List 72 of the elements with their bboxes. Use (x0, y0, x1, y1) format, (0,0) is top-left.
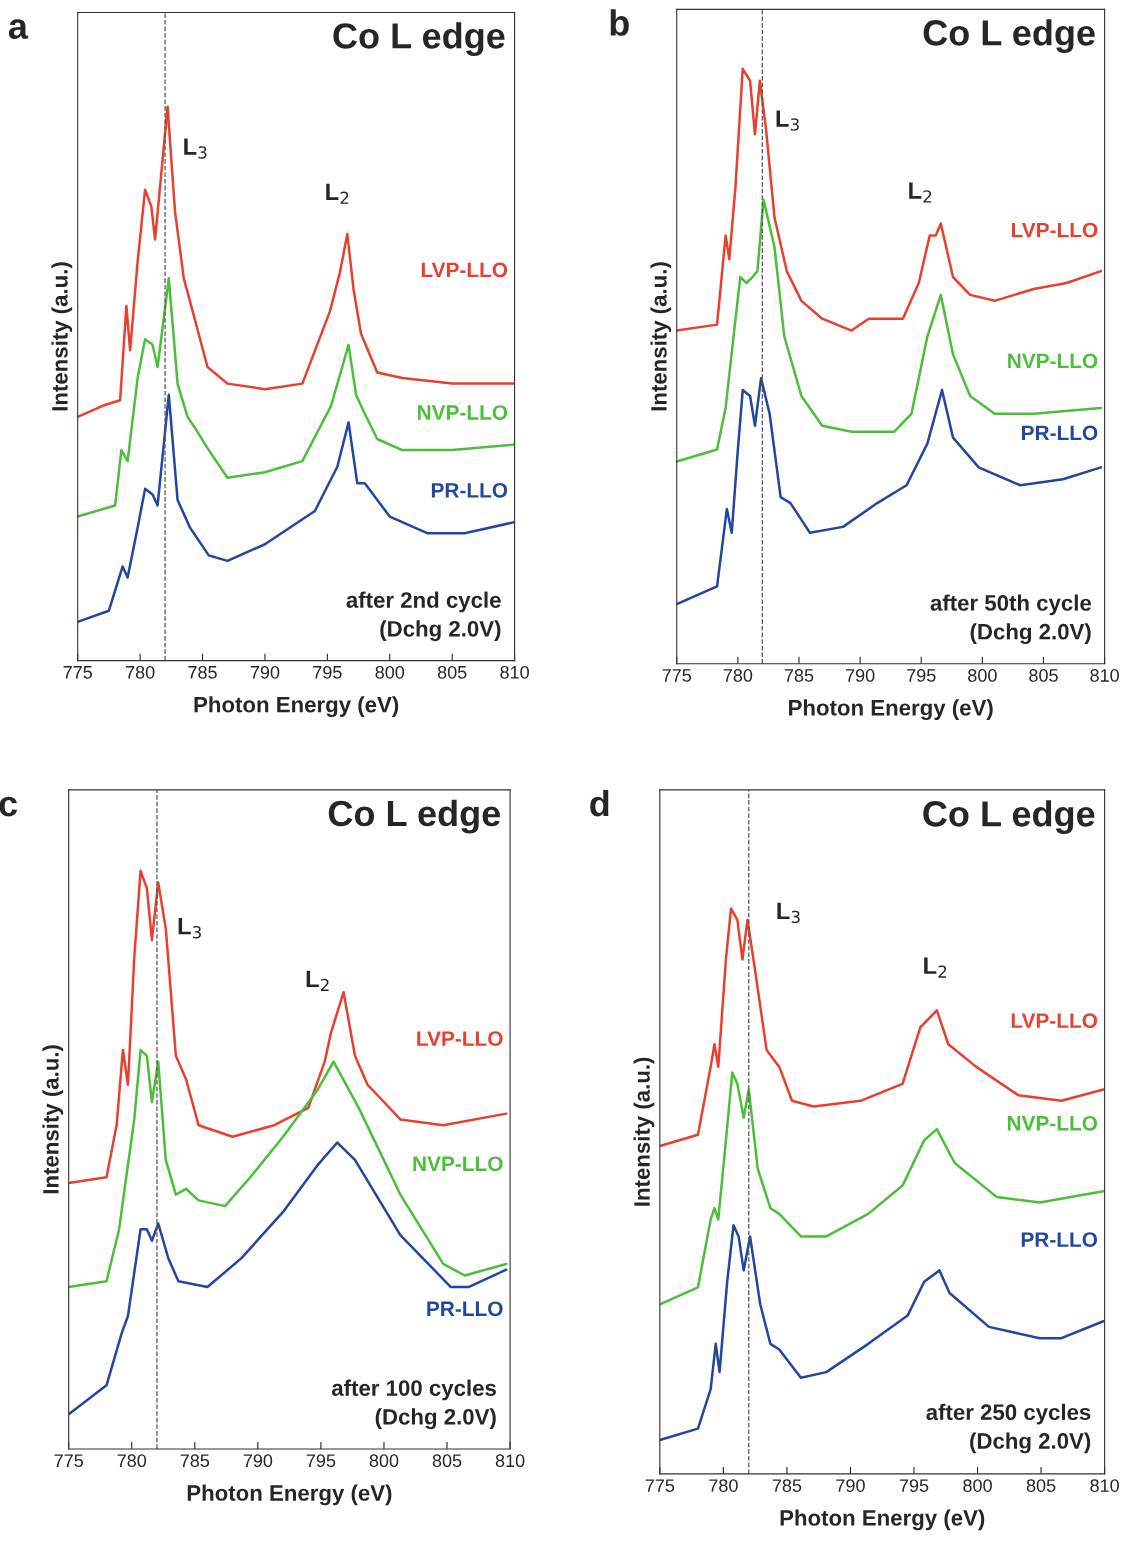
text: c (0, 796, 18, 817)
x-tick-label: 810 (495, 1454, 525, 1468)
y-axis-title: Intensity (a.u.) (42, 1045, 64, 1194)
x-tick-label: 785 (188, 665, 217, 679)
y-axis-title: Intensity (a.u.) (51, 262, 73, 411)
x-tick-label: 785 (784, 669, 814, 682)
x-tick-label: 785 (180, 1454, 210, 1468)
annotation: L$_{3}$ (777, 902, 800, 924)
x-axis-title: Photon Energy (eV) (187, 1484, 392, 1506)
x-tick-label: 780 (125, 665, 155, 679)
x-tick-label: 800 (375, 665, 405, 679)
chart-title: Co L edge (328, 799, 501, 834)
series-label: NVP-LLO (417, 405, 508, 420)
text: d (590, 789, 609, 817)
x-axis-title: Photon Energy (eV) (194, 696, 399, 717)
series-label: LVP-LLO (1012, 222, 1098, 238)
x-axis-title: Photon Energy (eV) (780, 1509, 985, 1531)
x-tick-label: 790 (243, 1454, 273, 1468)
text: b (610, 9, 629, 36)
chart-title: Co L edge (923, 800, 1095, 834)
x-tick-label: 810 (1090, 669, 1119, 682)
annotation: L$_{2}$ (306, 970, 329, 991)
series-label: PR-LLO (427, 1301, 503, 1317)
annotation: L$_{2}$ (909, 182, 932, 203)
x-tick-label: 780 (709, 1479, 738, 1492)
text: a (8, 19, 29, 39)
text: PR-LLO (1021, 1232, 1098, 1247)
x-axis-title: Photon Energy (eV) (789, 699, 993, 721)
x-tick-label: 795 (899, 1479, 929, 1492)
annotation: after 2nd cycle (Dchg 2.0V) (346, 591, 501, 642)
x-tick-label: 795 (306, 1454, 336, 1468)
x-tick-label: 780 (723, 669, 753, 682)
x-tick-label: 780 (117, 1454, 147, 1468)
text: LVP-LLO (1011, 1013, 1098, 1029)
text: NVP-LLO (1007, 1115, 1098, 1131)
x-tick-label: 800 (963, 1479, 992, 1492)
annotation: L$_{2}$ (326, 183, 349, 204)
series-label: NVP-LLO (413, 1156, 503, 1172)
x-tick-label: 795 (907, 669, 936, 682)
x-tick-label: 775 (645, 1479, 675, 1492)
chart-title: Co L edge (333, 22, 505, 57)
annotation: L$_{3}$ (184, 138, 207, 159)
x-tick-label: 810 (1090, 1479, 1119, 1492)
series-label: PR-LLO (431, 482, 508, 498)
series-label: PR-LLO (1022, 425, 1098, 441)
series-label: NVP-LLO (1008, 353, 1098, 369)
x-tick-label: 785 (772, 1479, 802, 1492)
x-tick-label: 800 (968, 669, 997, 682)
text: LVP-LLO (421, 262, 508, 278)
x-tick-label: 790 (836, 1479, 865, 1492)
x-tick-label: 775 (63, 666, 92, 679)
y-axis-title: Intensity (a.u.) (650, 262, 672, 411)
annotation: after 250 cycles (Dchg 2.0V) (926, 1403, 1091, 1454)
x-tick-label: 790 (250, 665, 280, 679)
annotation: after 50th cycle (Dchg 2.0V) (930, 594, 1092, 645)
x-tick-label: 805 (437, 665, 467, 679)
text: LVP-LLO (417, 1031, 503, 1046)
x-tick-label: 775 (662, 669, 692, 682)
x-tick-label: 800 (369, 1454, 399, 1468)
annotation: after 100 cycles (Dchg 2.0V) (331, 1379, 496, 1430)
x-tick-label: 805 (432, 1454, 462, 1468)
x-tick-label: 775 (54, 1454, 83, 1468)
chart-title: Co L edge (923, 19, 1095, 53)
annotation: L$_{3}$ (178, 918, 201, 939)
x-tick-label: 805 (1026, 1479, 1056, 1492)
x-tick-label: 805 (1029, 669, 1058, 682)
annotation: L$_{2}$ (924, 957, 947, 978)
x-tick-label: 790 (845, 669, 875, 682)
y-axis-title: Intensity (a.u.) (633, 1057, 655, 1206)
annotation: L$_{3}$ (776, 110, 799, 131)
x-tick-label: 810 (500, 665, 529, 679)
x-tick-label: 795 (313, 665, 342, 679)
